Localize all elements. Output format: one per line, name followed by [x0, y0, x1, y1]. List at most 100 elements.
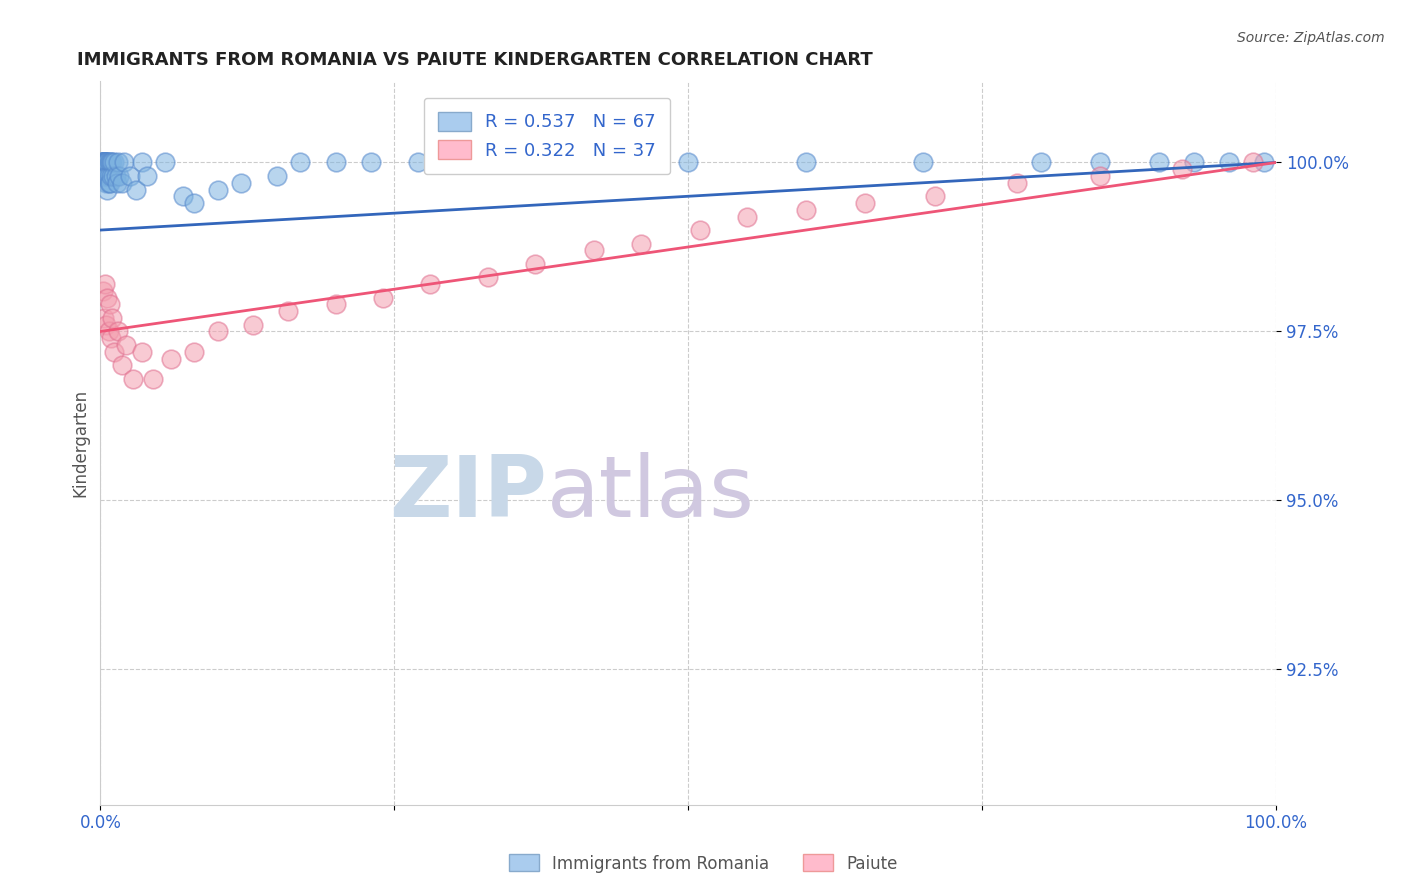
Point [1088, 155, 1111, 169]
Point [419, 277, 441, 292]
Legend: Immigrants from Romania, Paiute: Immigrants from Romania, Paiute [502, 847, 904, 880]
Point [96, 182, 118, 196]
Point [93, 155, 115, 169]
Point [103, 155, 125, 169]
Point [98, 155, 121, 169]
Point [371, 291, 394, 305]
Point [115, 338, 138, 352]
Point [794, 202, 817, 217]
Point [1171, 162, 1194, 177]
Point [1007, 176, 1029, 190]
Point [853, 196, 876, 211]
Point [90, 155, 112, 169]
Point [266, 169, 288, 183]
Point [101, 155, 124, 169]
Point [98, 297, 121, 311]
Point [96, 155, 118, 169]
Point [1253, 155, 1275, 169]
Point [97, 169, 120, 183]
Point [153, 155, 176, 169]
Point [1182, 155, 1205, 169]
Point [96, 291, 118, 305]
Point [583, 244, 606, 258]
Point [91, 155, 114, 169]
Point [689, 223, 711, 237]
Point [477, 270, 499, 285]
Point [183, 196, 205, 211]
Point [183, 344, 205, 359]
Point [91, 155, 114, 169]
Point [124, 182, 146, 196]
Point [110, 176, 132, 190]
Point [91, 155, 114, 169]
Point [108, 169, 131, 183]
Y-axis label: Kindergarten: Kindergarten [72, 389, 89, 497]
Point [1088, 169, 1111, 183]
Point [100, 155, 122, 169]
Point [94, 155, 117, 169]
Point [94, 155, 117, 169]
Point [290, 155, 312, 169]
Point [142, 372, 165, 386]
Point [406, 155, 429, 169]
Point [1218, 155, 1240, 169]
Point [97, 176, 120, 190]
Point [560, 155, 582, 169]
Point [97, 325, 120, 339]
Point [325, 155, 347, 169]
Point [93, 155, 115, 169]
Point [96, 169, 118, 183]
Point [93, 310, 115, 325]
Point [96, 155, 118, 169]
Point [242, 318, 264, 332]
Point [207, 182, 229, 196]
Point [91, 169, 114, 183]
Point [105, 176, 128, 190]
Point [94, 277, 117, 292]
Point [1147, 155, 1170, 169]
Point [107, 155, 129, 169]
Point [93, 155, 115, 169]
Point [96, 155, 118, 169]
Text: ZIP: ZIP [389, 452, 547, 535]
Point [112, 155, 135, 169]
Point [93, 155, 115, 169]
Point [100, 331, 122, 345]
Point [735, 210, 758, 224]
Point [131, 155, 153, 169]
Point [630, 236, 652, 251]
Point [131, 344, 153, 359]
Text: atlas: atlas [547, 452, 755, 535]
Point [97, 155, 120, 169]
Point [91, 284, 114, 298]
Point [93, 169, 115, 183]
Point [924, 189, 946, 203]
Text: Source: ZipAtlas.com: Source: ZipAtlas.com [1237, 31, 1385, 45]
Point [96, 155, 118, 169]
Point [325, 297, 347, 311]
Point [231, 176, 253, 190]
Point [104, 169, 127, 183]
Point [912, 155, 935, 169]
Point [360, 155, 382, 169]
Point [101, 310, 124, 325]
Point [93, 155, 115, 169]
Point [103, 169, 125, 183]
Point [207, 325, 229, 339]
Point [122, 372, 145, 386]
Text: IMMIGRANTS FROM ROMANIA VS PAIUTE KINDERGARTEN CORRELATION CHART: IMMIGRANTS FROM ROMANIA VS PAIUTE KINDER… [77, 51, 873, 69]
Point [98, 176, 121, 190]
Point [676, 155, 699, 169]
Point [118, 169, 141, 183]
Point [103, 344, 125, 359]
Point [94, 169, 117, 183]
Point [160, 351, 183, 366]
Point [277, 304, 299, 318]
Point [96, 176, 118, 190]
Point [136, 169, 159, 183]
Legend: R = 0.537   N = 67, R = 0.322   N = 37: R = 0.537 N = 67, R = 0.322 N = 37 [423, 97, 671, 174]
Point [96, 169, 118, 183]
Point [110, 358, 132, 372]
Point [96, 318, 118, 332]
Point [172, 189, 194, 203]
